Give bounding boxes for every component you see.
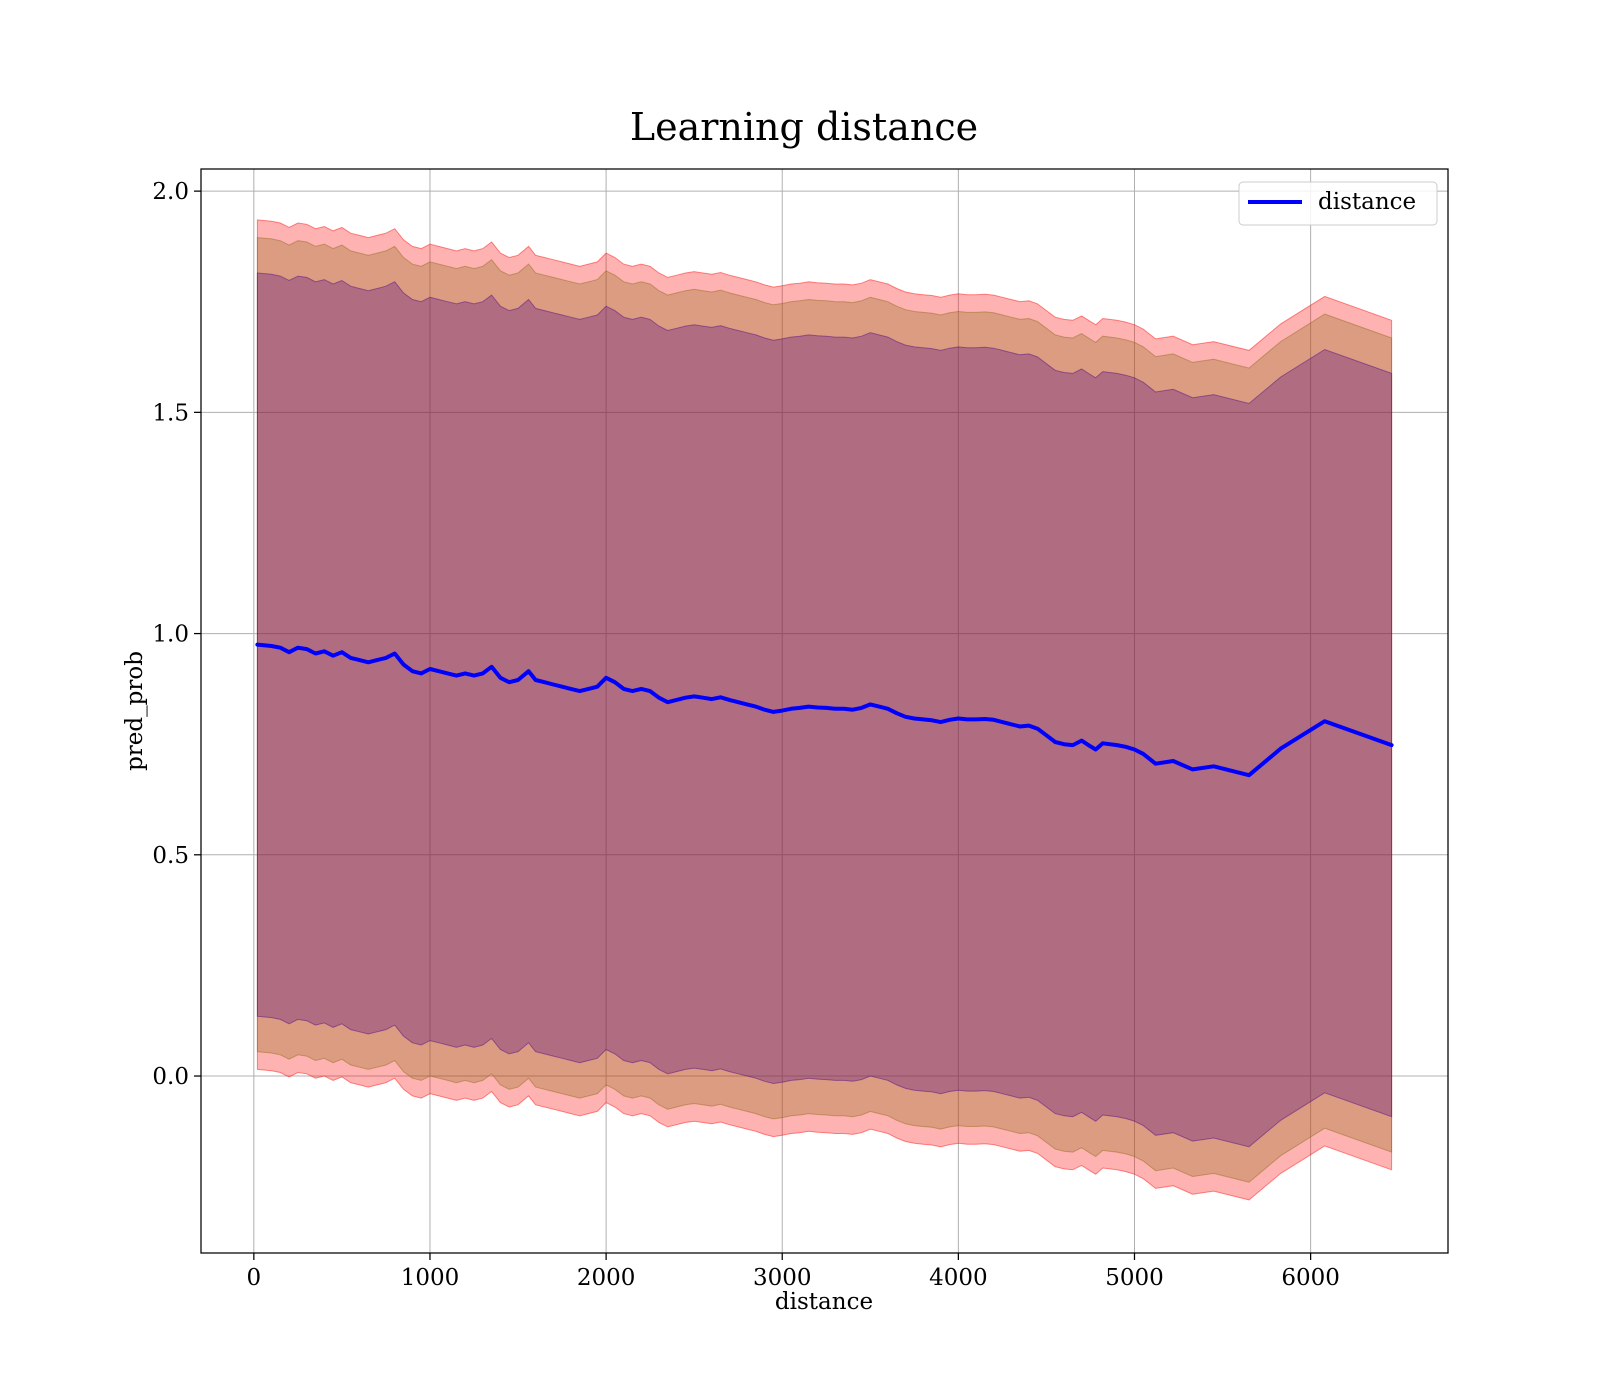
grid-lines	[201, 169, 1448, 1253]
x-axis-ticks: 0 1000 2000 3000 4000 5000 6000	[247, 1253, 1340, 1291]
x-tick-label: 6000	[1281, 1265, 1340, 1291]
x-tick-label: 4000	[929, 1265, 988, 1291]
x-tick-label: 2000	[577, 1265, 636, 1291]
x-tick-label: 0	[247, 1265, 262, 1291]
x-tick-label: 1000	[401, 1265, 460, 1291]
y-tick-label: 1.0	[152, 622, 189, 648]
legend-box	[1238, 181, 1438, 226]
series-line-distance	[255, 642, 1394, 778]
band-inner	[256, 272, 1393, 1148]
y-tick-label: 0.0	[152, 1064, 189, 1090]
y-tick-label: 0.5	[152, 843, 189, 869]
x-tick-label: 3000	[753, 1265, 812, 1291]
x-axis-label: distance	[775, 1289, 873, 1315]
y-tick-label: 2.0	[152, 179, 189, 205]
series-lines	[255, 642, 1394, 778]
chart-title: Learning distance	[630, 105, 978, 149]
legend-label-distance: distance	[1318, 189, 1416, 215]
confidence-bands	[256, 219, 1393, 1201]
y-axis-label: pred_prob	[122, 651, 148, 771]
y-axis-ticks: 0.0 0.5 1.0 1.5 2.0	[152, 179, 201, 1090]
x-tick-label: 5000	[1105, 1265, 1164, 1291]
band-middle	[256, 237, 1393, 1183]
band-outer	[256, 219, 1393, 1201]
y-tick-label: 1.5	[152, 400, 189, 426]
legend: distance	[1238, 181, 1438, 226]
plot-frame	[200, 168, 1449, 1254]
